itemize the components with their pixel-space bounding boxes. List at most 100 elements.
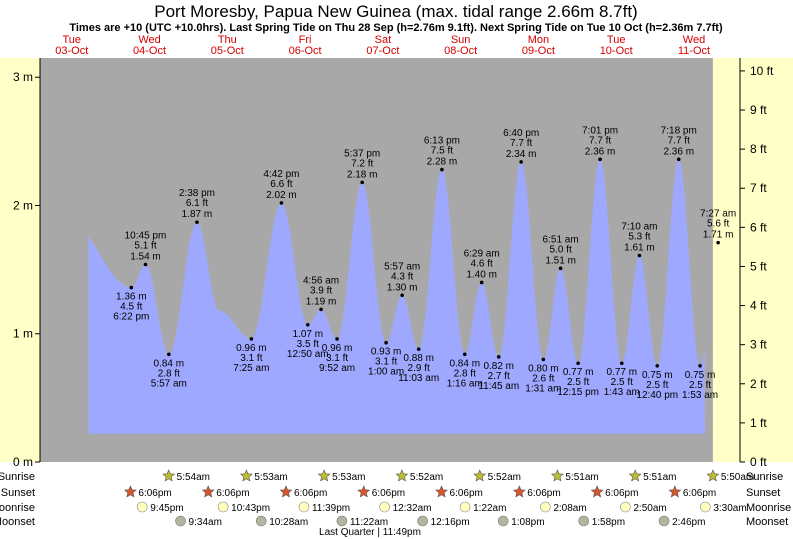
sunrise-icon xyxy=(162,469,176,482)
tide-meters-label: 1.61 m xyxy=(624,243,655,254)
left-tick-label: 3 m xyxy=(13,70,33,84)
tide-time-label: 7:27 am xyxy=(700,209,736,220)
right-tick-label: 10 ft xyxy=(750,64,774,78)
tide-time-label: 5:57 am xyxy=(384,261,420,272)
row-label-left: Sunrise xyxy=(0,471,35,483)
sun-moon-table: Sunrise Sunrise Sunset Sunset Moonrise Moonri… xyxy=(0,469,791,538)
tide-time-label: 9:52 am xyxy=(319,363,355,374)
tide-point xyxy=(619,361,624,366)
moonset-time-label: 10:28am xyxy=(269,517,308,528)
row-label-left: Sunset xyxy=(1,487,35,499)
tide-point xyxy=(655,364,660,368)
tide-time-label: 1:43 am xyxy=(604,387,640,398)
tide-feet-label: 2.5 ft xyxy=(689,380,711,391)
tide-meters-label: 0.84 m xyxy=(154,358,185,369)
tide-meters-label: 2.36 m xyxy=(585,146,616,157)
row-label-left: Moonset xyxy=(0,516,35,528)
moonrise-icon xyxy=(136,501,148,513)
tide-point xyxy=(637,253,642,258)
tide-feet-label: 3.1 ft xyxy=(326,353,348,364)
sunset-time-label: 6:06pm xyxy=(294,488,327,499)
tide-feet-label: 5.3 ft xyxy=(628,232,650,243)
day-name-label: Sat xyxy=(375,34,392,46)
day-name-label: Mon xyxy=(528,34,549,46)
tide-time-label: 6:29 am xyxy=(464,248,500,259)
moonrise-icon xyxy=(459,501,471,513)
tide-time-label: 1:16 am xyxy=(447,378,483,389)
row-label-left: Moonrise xyxy=(0,502,35,514)
tide-feet-label: 5.1 ft xyxy=(134,240,156,251)
moonrise-time-label: 12:32am xyxy=(393,503,432,514)
tide-feet-label: 7.5 ft xyxy=(431,146,453,157)
tide-time-label: 6:22 pm xyxy=(113,312,149,323)
day-date-label: 03-Oct xyxy=(55,45,88,57)
day-date-label: 07-Oct xyxy=(366,45,399,57)
day-name-label: Wed xyxy=(138,34,160,46)
sunrise-time-label: 5:52am xyxy=(410,472,443,483)
sunrise-time-label: 5:53am xyxy=(332,472,365,483)
moonset-icon xyxy=(255,515,267,527)
tide-feet-label: 7.7 ft xyxy=(510,138,532,149)
moonset-time-label: 2:46pm xyxy=(672,517,705,528)
tide-point xyxy=(716,240,720,245)
sunrise-icon xyxy=(628,469,642,482)
tide-time-label: 12:40 pm xyxy=(636,390,678,401)
tide-meters-label: 1.54 m xyxy=(130,251,161,262)
moonrise-time-label: 2:50am xyxy=(633,503,666,514)
tide-meters-label: 1.40 m xyxy=(466,269,497,280)
tide-time-label: 6:40 pm xyxy=(503,128,539,139)
row-label-right: Moonset xyxy=(746,516,788,528)
axes: 0 m 1 m 2 m 3 m 0 ft 1 ft 2 ft 3 ft 4 ft 5 ft 6 ft… xyxy=(13,58,774,469)
tide-feet-label: 3.5 ft xyxy=(297,339,319,350)
tide-time-label: 1:31 am xyxy=(525,383,561,394)
tide-feet-label: 5.0 ft xyxy=(550,244,572,255)
tide-point xyxy=(400,293,404,298)
moonset-icon xyxy=(578,515,589,527)
day-date-label: 08-Oct xyxy=(444,45,477,57)
sunrise-icon xyxy=(706,469,720,482)
moonrise-icon xyxy=(217,501,229,513)
tide-feet-label: 4.3 ft xyxy=(391,271,413,282)
tide-meters-label: 1.07 m xyxy=(292,329,323,340)
moonset-icon xyxy=(658,515,670,527)
tide-meters-label: 0.80 m xyxy=(528,363,559,374)
day-name-label: Sun xyxy=(451,34,471,46)
tide-meters-label: 2.28 m xyxy=(427,157,458,168)
tide-time-label: 1:53 am xyxy=(682,390,718,401)
right-tick-label: 7 ft xyxy=(750,181,767,195)
sunset-icon xyxy=(279,485,293,498)
moonrise-time-label: 9:45pm xyxy=(150,503,183,514)
tide-point xyxy=(440,167,444,172)
moon-phase-label: Last Quarter | 11:49pm xyxy=(319,527,421,538)
tide-feet-label: 2.5 ft xyxy=(611,377,633,388)
tide-feet-label: 2.5 ft xyxy=(646,380,668,391)
moonrise-icon xyxy=(298,501,310,513)
tide-time-label: 11:45 am xyxy=(478,381,519,392)
tide-meters-label: 1.51 m xyxy=(545,255,576,266)
tide-time-label: 12:15 pm xyxy=(557,387,599,398)
right-margin-band xyxy=(740,58,793,462)
sunrise-icon xyxy=(395,469,409,482)
moonrise-icon xyxy=(620,501,631,513)
tide-point xyxy=(541,357,546,362)
right-tick-label: 6 ft xyxy=(750,220,767,234)
tide-meters-label: 0.88 m xyxy=(403,353,434,364)
left-tick-label: 0 m xyxy=(13,455,33,469)
tide-point xyxy=(576,361,580,366)
moonset-time-label: 1:58pm xyxy=(592,517,625,528)
tide-point xyxy=(384,340,388,345)
moonrise-icon xyxy=(700,501,711,513)
chart-subtitle: Times are +10 (UTC +10.0hrs). Last Sprin… xyxy=(69,22,723,34)
row-label-right: Moonrise xyxy=(746,502,791,514)
tide-meters-label: 1.30 m xyxy=(387,282,418,293)
day-date-label: 05-Oct xyxy=(211,45,244,57)
tide-feet-label: 2.9 ft xyxy=(408,363,430,374)
day-date-label: 09-Oct xyxy=(522,45,555,57)
tide-feet-label: 2.8 ft xyxy=(158,368,180,379)
sunset-time-label: 6:06pm xyxy=(605,488,638,499)
tide-point xyxy=(249,337,254,341)
tide-point xyxy=(519,160,523,164)
sunset-time-label: 6:06pm xyxy=(138,488,171,499)
tide-point xyxy=(598,157,602,162)
